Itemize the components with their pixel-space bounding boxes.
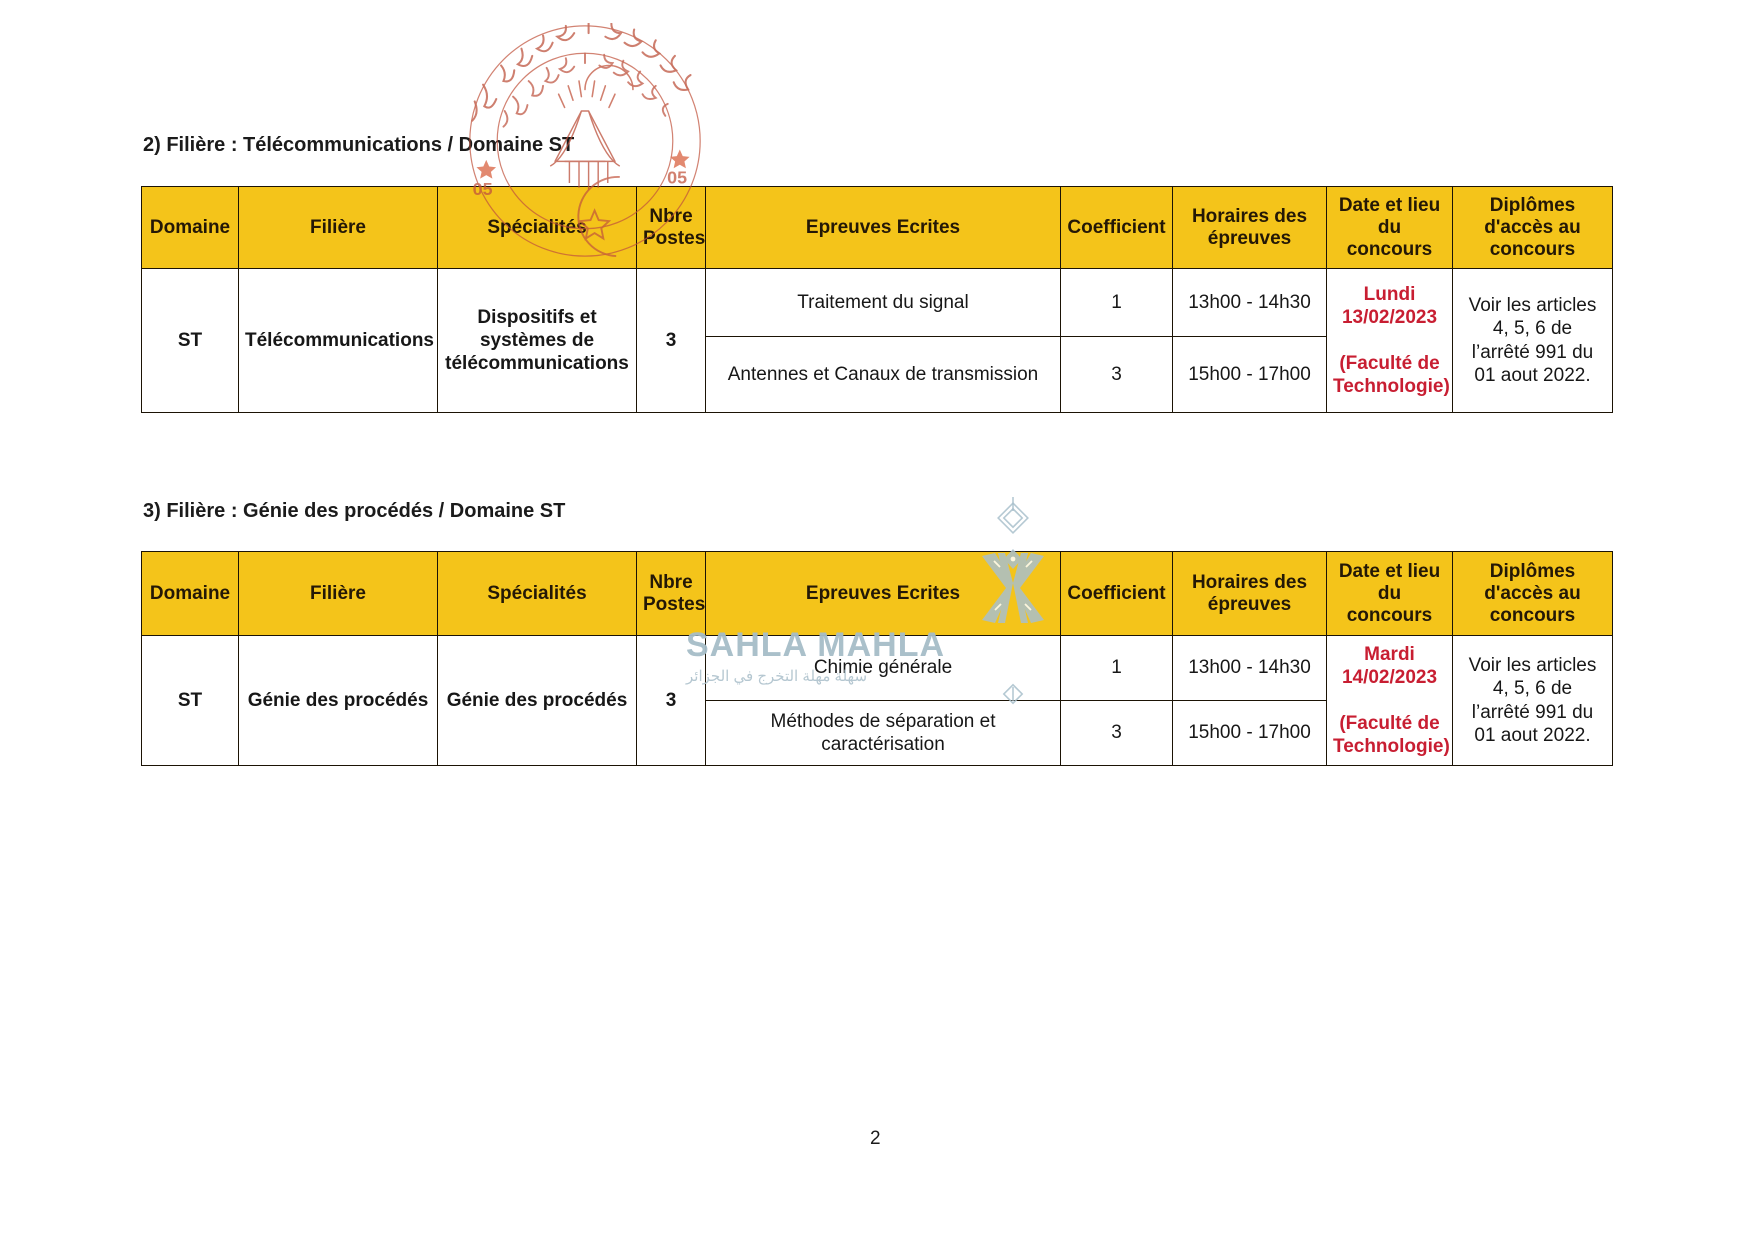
svg-text:05: 05 [667, 167, 687, 187]
svg-text:05: 05 [473, 179, 493, 199]
